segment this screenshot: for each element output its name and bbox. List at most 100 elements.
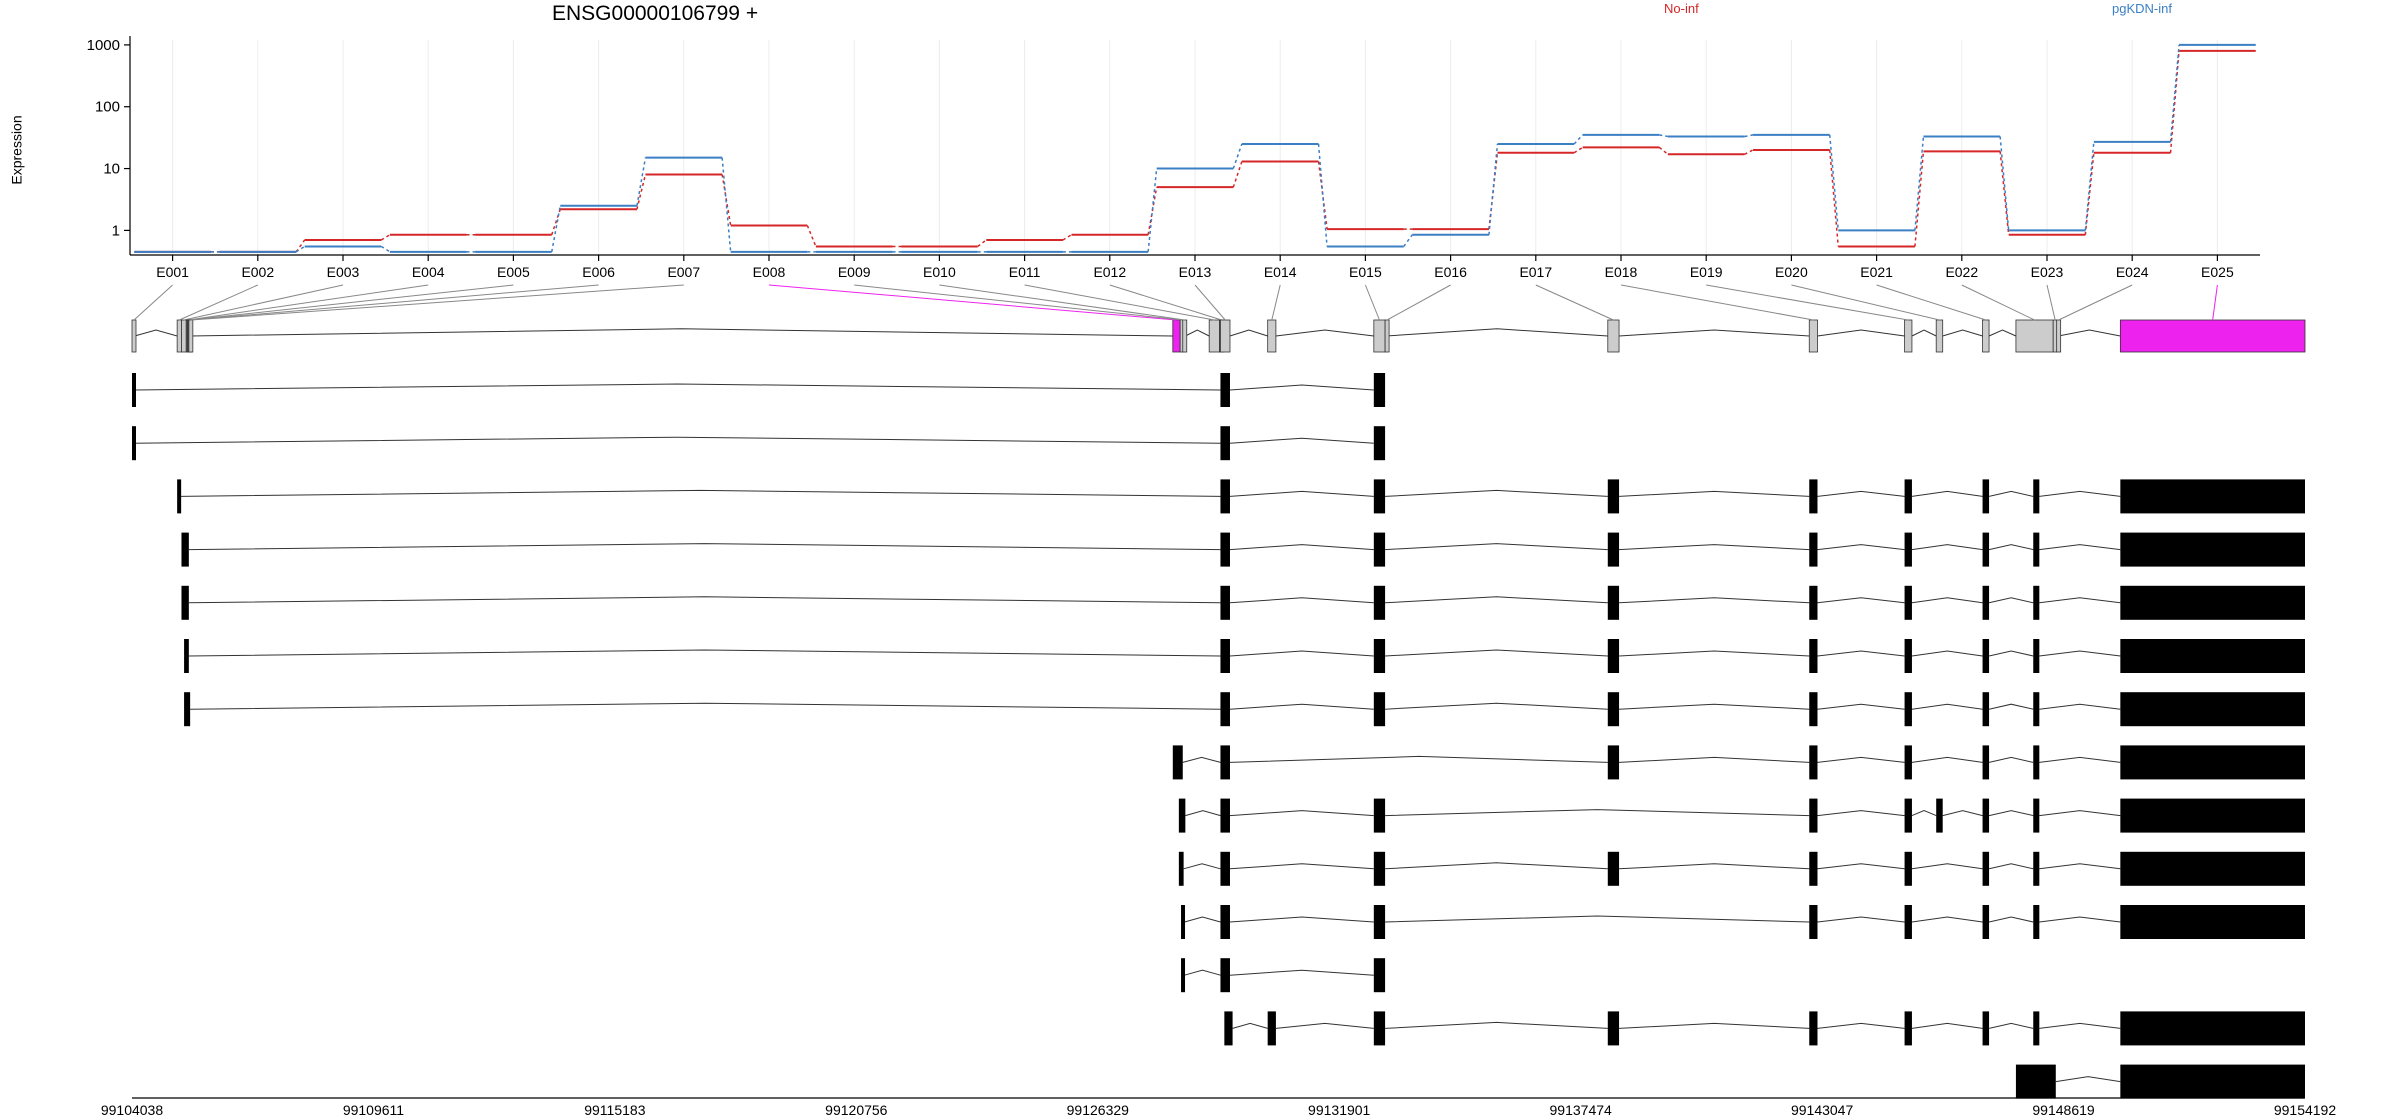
series-connector <box>551 205 561 252</box>
intron-line <box>1988 703 2034 710</box>
intron-line <box>1817 597 1905 604</box>
exon-bin <box>1172 319 1181 353</box>
intron-line <box>1229 597 1374 604</box>
intron-line <box>1229 863 1374 870</box>
x-tick-label: E003 <box>327 264 360 280</box>
intron-line <box>1619 756 1810 763</box>
intron-line <box>1988 756 2034 763</box>
series-connector <box>2084 152 2095 235</box>
exon-bin-connector <box>1271 284 1281 321</box>
transcript-exon <box>1373 479 1386 514</box>
intron-line <box>1275 1022 1374 1029</box>
x-tick-label: E016 <box>1434 264 1467 280</box>
exon-bin-connector <box>133 284 173 321</box>
series-connector <box>1914 136 1925 231</box>
transcript-exon <box>2120 585 2305 620</box>
transcript-exon <box>1178 851 1184 886</box>
intron-line <box>1988 650 2034 657</box>
transcript-exon <box>2033 479 2040 514</box>
transcript-exon <box>132 373 136 407</box>
exon-bin-connector <box>190 284 684 321</box>
transcript-exon <box>1220 905 1230 939</box>
transcript-exon <box>2033 851 2040 886</box>
exon-bin <box>131 319 137 353</box>
transcript-exon <box>1220 373 1230 407</box>
transcript-exon <box>2120 479 2305 514</box>
exon-bin <box>2056 319 2062 353</box>
y-axis: 1 10 100 1000 <box>87 36 131 255</box>
genomic-tick-label: 99143047 <box>1791 1102 1854 1118</box>
intron-line <box>1911 1022 1983 1029</box>
x-tick-label: E009 <box>838 264 871 280</box>
intron-line <box>1911 810 1937 817</box>
transcript-exon <box>1809 692 1818 727</box>
series-connector <box>1147 168 1158 252</box>
transcript-row <box>132 373 1386 407</box>
exon-bin <box>1384 319 1390 353</box>
transcript-exon <box>2033 532 2040 567</box>
x-tick-label: E007 <box>667 264 700 280</box>
exon-bin-connector <box>179 284 259 321</box>
intron-line <box>1229 703 1374 710</box>
series-connector <box>1317 143 1328 247</box>
intron-line <box>1182 756 1221 763</box>
intron-line <box>2055 1076 2121 1083</box>
series-connector <box>2169 50 2180 153</box>
transcript-row <box>177 479 2305 514</box>
transcript-row <box>181 585 2305 620</box>
transcript-exon <box>1982 851 1990 886</box>
transcript-row <box>1224 1011 2305 1046</box>
intron-line <box>1911 544 1983 551</box>
genomic-tick-label: 99131901 <box>1308 1102 1371 1118</box>
intron-line <box>1184 969 1221 976</box>
transcript-exon <box>2033 798 2040 833</box>
intron-line <box>1817 756 1905 763</box>
transcript-row <box>1181 905 2305 939</box>
transcript-exon <box>1373 958 1386 993</box>
y-tick-label: 1 <box>112 222 120 239</box>
intron-line <box>1911 916 1983 923</box>
x-tick-label: E001 <box>156 264 189 280</box>
transcript-exon <box>1982 745 1990 780</box>
genomic-tick-label: 99104038 <box>101 1102 164 1118</box>
transcript-exon <box>1607 851 1620 886</box>
transcript-exon <box>1904 798 1912 833</box>
transcript-exon <box>1220 426 1230 461</box>
x-tick-label: E021 <box>1860 264 1893 280</box>
exon-bin <box>1373 319 1386 353</box>
series-connector <box>1062 234 1072 241</box>
genomic-tick-label: 99115183 <box>584 1102 645 1118</box>
exon-bin-connector <box>189 284 514 321</box>
transcript-exon <box>1809 1011 1818 1046</box>
genomic-tick-label: 99126329 <box>1067 1102 1130 1118</box>
intron-line <box>188 543 1221 551</box>
intron-line <box>1988 544 2034 551</box>
transcript-row <box>184 692 2305 727</box>
exon-bin-connector <box>1109 284 1222 321</box>
intron-line <box>1185 810 1221 817</box>
intron-line <box>1275 329 1374 337</box>
transcript-exon <box>1220 745 1230 780</box>
exon-bin <box>1982 319 1990 353</box>
transcript-row <box>132 426 1386 461</box>
transcript-exon <box>1904 851 1912 886</box>
transcript-exon <box>1373 639 1386 673</box>
intron-line <box>188 596 1221 604</box>
x-tick-label: E012 <box>1093 264 1126 280</box>
transcript-row <box>181 532 2305 567</box>
intron-line <box>1185 329 1210 337</box>
intron-line <box>2039 703 2121 710</box>
intron-line <box>1385 596 1608 604</box>
transcript-exon <box>1607 532 1620 567</box>
intron-line <box>1817 329 1905 337</box>
transcript-row <box>1178 798 2305 833</box>
transcript-exon <box>184 692 191 727</box>
transcript-exon <box>1904 639 1912 673</box>
x-tick-label: E004 <box>412 264 445 280</box>
transcript-exon <box>2033 639 2040 673</box>
intron-line <box>1988 810 2034 817</box>
transcript-exon <box>1607 1011 1620 1046</box>
intron-line <box>190 702 1221 710</box>
exon-bin <box>181 319 187 353</box>
